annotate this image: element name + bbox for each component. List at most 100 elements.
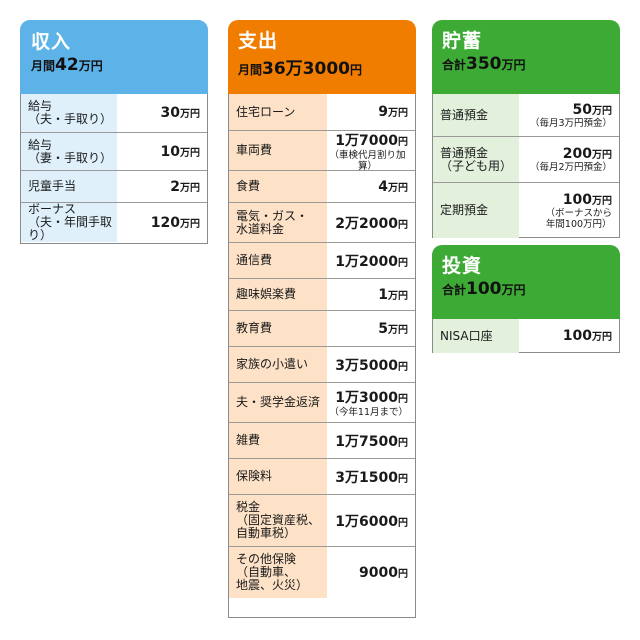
row-value: 1万円 [327,279,415,310]
table-row: 給与 （夫・手取り） 30万円 [21,94,207,132]
row-amount: 4万円 [378,178,408,195]
row-value: 1万6000円 [327,495,415,546]
row-amount: 9000円 [359,564,408,581]
row-label: 雑費 [229,423,327,458]
row-value: 1万7000円 （車検代月割り加算） [327,131,415,172]
income-rows: 給与 （夫・手取り） 30万円給与 （妻・手取り） 10万円児童手当 2万円 ボーナス … [20,94,208,244]
table-row: 家族の小遣い 3万5000円 [229,346,415,382]
row-value: 4万円 [327,171,415,202]
row-amount: 1万円 [378,286,408,303]
row-amount: 3万1500円 [335,469,408,486]
row-label: 電気・ガス・ 水道料金 [229,203,327,242]
row-value: 120万円 [117,203,207,242]
row-label: 定期預金 [433,183,519,238]
table-row: 通信費 1万2000円 [229,242,415,278]
row-value: 9万円 [327,94,415,130]
income-title: 収入 [31,31,72,53]
row-label: 住宅ローン [229,94,327,130]
income-header: 収入 月間42万円 [20,20,208,94]
income-card: 収入 月間42万円 給与 （夫・手取り） 30万円給与 （妻・手取り） 10万円児童… [20,20,208,244]
row-value: 2万2000円 [327,203,415,242]
row-label: 普通預金 （子ども用） [433,137,519,182]
row-label: 保険料 [229,459,327,494]
investment-header: 投資 合計100万円 [432,245,620,319]
row-amount: 200万円 [562,146,612,162]
table-row: 給与 （妻・手取り） 10万円 [21,132,207,170]
row-label: 趣味娯楽費 [229,279,327,310]
income-total: 月間42万円 [31,55,103,75]
investment-rows: NISA口座 100万円 [432,319,620,353]
investment-card: 投資 合計100万円 NISA口座 100万円 [432,245,620,353]
savings-title: 貯蓄 [442,30,483,52]
row-label: 家族の小遣い [229,347,327,382]
investment-total: 合計100万円 [442,279,526,299]
row-label: 普通預金 [433,94,519,136]
table-row: 教育費 5万円 [229,310,415,346]
row-amount: 2万2000円 [335,215,408,232]
row-label: 通信費 [229,243,327,278]
row-value: 1万7500円 [327,423,415,458]
row-amount: 1万7500円 [335,433,408,450]
row-value: 30万円 [117,94,207,132]
row-value: 10万円 [117,133,207,170]
table-row: 定期預金 100万円 （ボーナスから 年間100万円） [433,182,619,238]
row-note: （ボーナスから 年間100万円） [545,207,612,230]
table-row: 児童手当 2万円 [21,170,207,202]
row-amount: 1万7000円 [335,132,408,149]
row-label: NISA口座 [433,319,519,353]
row-value: 100万円 （ボーナスから 年間100万円） [519,183,619,238]
row-amount: 1万2000円 [335,253,408,270]
row-value: 1万3000円 （今年11月まで） [327,383,415,422]
expense-card: 支出 月間36万3000円 住宅ローン 9万円 車両費 1万7000円 （車検代月割り加… [228,20,416,618]
row-amount: 10万円 [160,143,200,160]
savings-header: 貯蓄 合計350万円 [432,20,620,94]
row-label: 給与 （夫・手取り） [21,94,117,132]
row-value: 2万円 [117,171,207,202]
table-row: 趣味娯楽費 1万円 [229,278,415,310]
row-label: 食費 [229,171,327,202]
row-amount: 1万6000円 [335,513,408,530]
row-label: 児童手当 [21,171,117,202]
table-row: 雑費 1万7500円 [229,422,415,458]
row-value: 1万2000円 [327,243,415,278]
expense-total: 月間36万3000円 [238,59,363,79]
row-label: ボーナス （夫・年間手取り） [21,203,117,242]
savings-total: 合計350万円 [442,54,526,74]
table-row: 電気・ガス・ 水道料金 2万2000円 [229,202,415,242]
table-row: 税金 （固定資産税、 自動車税） 1万6000円 [229,494,415,546]
savings-rows: 普通預金 50万円 （毎月3万円預金） 普通預金 （子ども用） 200万円 （毎月2万円預… [432,94,620,238]
row-value: 3万1500円 [327,459,415,494]
table-row: その他保険 （自動車、 地震、火災） 9000円 [229,546,415,598]
row-amount: 30万円 [160,105,200,121]
table-row: 保険料 3万1500円 [229,458,415,494]
row-label: 税金 （固定資産税、 自動車税） [229,495,327,546]
investment-title: 投資 [442,255,483,277]
row-amount: 1万3000円 [335,390,408,406]
table-row: NISA口座 100万円 [433,319,619,353]
row-amount: 100万円 [562,328,612,344]
table-row: ボーナス （夫・年間手取り） 120万円 [21,202,207,242]
row-amount: 50万円 [572,101,612,118]
row-label: 夫・奨学金返済 [229,383,327,422]
row-label: 給与 （妻・手取り） [21,133,117,170]
row-value: 100万円 [519,319,619,353]
row-note: （毎月3万円預金） [529,117,612,129]
row-value: 200万円 （毎月2万円預金） [519,137,619,182]
table-row: 車両費 1万7000円 （車検代月割り加算） [229,130,415,172]
row-label: その他保険 （自動車、 地震、火災） [229,547,327,598]
row-value: 50万円 （毎月3万円預金） [519,94,619,136]
row-amount: 100万円 [562,191,612,208]
table-row: 普通預金 （子ども用） 200万円 （毎月2万円預金） [433,136,619,182]
table-row: 夫・奨学金返済 1万3000円 （今年11月まで） [229,382,415,422]
row-note: （車検代月割り加算） [329,149,406,172]
row-value: 9000円 [327,547,415,598]
row-amount: 5万円 [378,320,408,337]
expense-header: 支出 月間36万3000円 [228,20,416,94]
row-label: 車両費 [229,131,327,170]
table-row: 普通預金 50万円 （毎月3万円預金） [433,94,619,136]
row-note: （毎月2万円預金） [529,162,612,173]
expense-title: 支出 [238,30,279,52]
expense-rows: 住宅ローン 9万円 車両費 1万7000円 （車検代月割り加算） 食費 4万円 電気・ガス・ … [228,94,416,618]
row-amount: 3万5000円 [335,357,408,374]
savings-card: 貯蓄 合計350万円 普通預金 50万円 （毎月3万円預金） 普通預金 （子ども用） 2… [432,20,620,238]
